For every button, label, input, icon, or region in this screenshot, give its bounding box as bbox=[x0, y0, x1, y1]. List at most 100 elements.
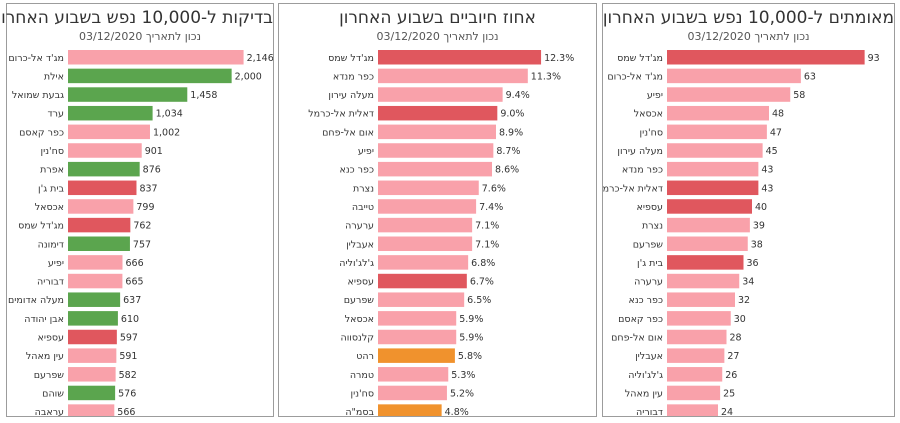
bar bbox=[68, 217, 131, 233]
value-label: 8.7% bbox=[496, 146, 520, 157]
bar bbox=[667, 217, 750, 233]
value-label: 1,034 bbox=[156, 109, 183, 120]
bar bbox=[378, 199, 477, 214]
category-label: אכסאל bbox=[634, 109, 663, 120]
bar bbox=[378, 180, 479, 196]
value-label: 26 bbox=[725, 370, 737, 381]
bar bbox=[378, 348, 455, 363]
category-label: מעלה עירון bbox=[617, 146, 663, 157]
value-label: 5.9% bbox=[459, 333, 483, 344]
category-label: ערערה bbox=[345, 221, 374, 232]
value-label: 25 bbox=[723, 388, 735, 399]
bar bbox=[667, 348, 725, 363]
category-label: דאלית אל-כרמל bbox=[603, 183, 663, 194]
chart-title: אחוז חיוביים בשבוע האחרון bbox=[339, 8, 536, 28]
category-label: דאלית אל-כרמל bbox=[308, 109, 374, 120]
category-label: דבוריה bbox=[37, 277, 64, 288]
category-label: עספיא bbox=[347, 277, 374, 288]
value-label: 837 bbox=[139, 183, 157, 194]
value-label: 48 bbox=[772, 109, 784, 120]
bar bbox=[378, 255, 469, 270]
value-label: 8.6% bbox=[495, 165, 519, 176]
bar bbox=[68, 87, 188, 102]
value-label: 93 bbox=[868, 53, 880, 64]
value-label: 566 bbox=[117, 407, 135, 416]
bar bbox=[667, 311, 731, 326]
bar bbox=[68, 143, 142, 158]
category-label: גבעת שמואל bbox=[12, 90, 64, 101]
category-label: טמרה bbox=[350, 370, 374, 381]
bar bbox=[68, 68, 232, 84]
category-label: קלנסווה bbox=[341, 333, 375, 344]
category-label: סח'נין bbox=[640, 127, 664, 138]
bar bbox=[68, 367, 116, 382]
bar bbox=[667, 236, 748, 251]
value-label: 27 bbox=[727, 351, 739, 362]
value-label: 582 bbox=[119, 370, 137, 381]
value-label: 637 bbox=[123, 295, 141, 306]
category-label: מג'דל שמס bbox=[617, 53, 663, 64]
bar bbox=[68, 329, 117, 345]
value-label: 5.9% bbox=[459, 314, 483, 325]
value-label: 8.9% bbox=[499, 127, 523, 138]
bar bbox=[667, 87, 791, 102]
category-label: אעבלין bbox=[635, 351, 663, 362]
value-label: 901 bbox=[145, 146, 163, 157]
value-label: 799 bbox=[136, 202, 154, 213]
bar bbox=[378, 329, 457, 345]
value-label: 7.6% bbox=[482, 183, 506, 194]
chart-subtitle: נכון לתאריך 03/12/2020 bbox=[687, 30, 810, 43]
category-label: מג'דל שמס bbox=[328, 53, 374, 64]
bar bbox=[378, 143, 494, 158]
value-label: 1,002 bbox=[153, 127, 180, 138]
value-label: 58 bbox=[793, 90, 805, 101]
category-label: כפר קאסם bbox=[19, 127, 64, 138]
category-label: עין מאהל bbox=[26, 351, 64, 362]
bar bbox=[378, 311, 457, 326]
bar bbox=[68, 50, 244, 65]
category-label: ערד bbox=[48, 109, 65, 120]
category-label: מעלה עירון bbox=[328, 90, 374, 101]
value-label: 4.8% bbox=[445, 407, 469, 416]
value-label: 47 bbox=[770, 127, 782, 138]
category-label: עספיא bbox=[636, 202, 663, 213]
bar bbox=[68, 311, 118, 326]
bar bbox=[378, 105, 498, 121]
bar bbox=[68, 255, 123, 270]
value-label: 9.0% bbox=[500, 109, 524, 120]
value-label: 5.8% bbox=[458, 351, 482, 362]
bar bbox=[667, 161, 759, 177]
chart-panel-confirmed: מאומתים ל-10,000 נפש בשבוע האחרון נכון ל… bbox=[602, 3, 895, 417]
category-label: נצרת bbox=[353, 183, 374, 194]
category-label: אעבלין bbox=[346, 239, 374, 250]
bar bbox=[68, 292, 121, 307]
chart-subtitle: נכון לתאריך 03/12/2020 bbox=[78, 30, 202, 43]
bar bbox=[378, 292, 465, 307]
chart-title: מאומתים ל-10,000 נפש בשבוע האחרון bbox=[602, 8, 894, 28]
value-label: 36 bbox=[747, 258, 759, 269]
bar bbox=[378, 367, 449, 382]
value-label: 38 bbox=[751, 239, 763, 250]
value-label: 45 bbox=[766, 146, 778, 157]
value-label: 32 bbox=[738, 295, 750, 306]
category-label: בית ג'ן bbox=[637, 258, 664, 269]
value-label: 2,146 bbox=[247, 53, 273, 64]
bar bbox=[667, 292, 735, 307]
bar bbox=[68, 161, 140, 177]
category-label: כפר קאסם bbox=[618, 314, 663, 325]
value-label: 576 bbox=[118, 388, 136, 399]
value-label: 12.3% bbox=[544, 53, 574, 64]
bar bbox=[667, 180, 759, 196]
category-label: שפרעם bbox=[344, 295, 375, 306]
bar bbox=[68, 199, 134, 214]
category-label: דבוריה bbox=[636, 407, 663, 416]
value-label: 28 bbox=[730, 333, 742, 344]
bar-chart-positive-rate: מג'דל שמס 12.3% כפר מנדא 11.3% מעלה עירון 9.4… bbox=[308, 50, 574, 416]
value-label: 5.2% bbox=[450, 388, 474, 399]
bar bbox=[667, 329, 727, 345]
bar bbox=[378, 68, 528, 84]
chart-panel-positive-rate: אחוז חיוביים בשבוע האחרון נכון לתאריך 03… bbox=[278, 3, 597, 417]
category-label: עראבה bbox=[35, 407, 64, 416]
bar bbox=[378, 124, 496, 140]
bar-chart-confirmed: מג'דל שמס 93 מג'ד אל-כרום 63 יפיע 58 אכסאל 48 סח… bbox=[603, 50, 880, 416]
